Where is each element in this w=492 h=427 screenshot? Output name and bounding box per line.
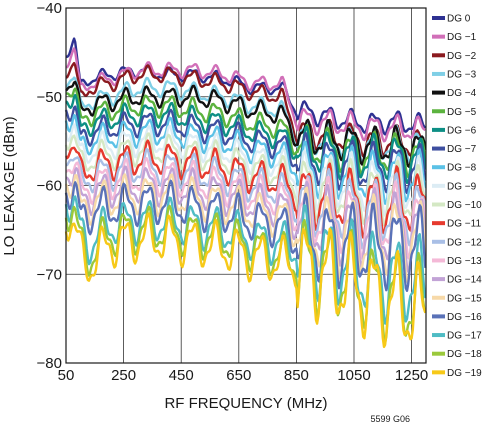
- legend-label: DG −6: [447, 125, 477, 136]
- legend-label: DG −11: [447, 219, 481, 230]
- series-line: [66, 47, 427, 143]
- figure-code: 5599 G06: [370, 414, 410, 424]
- legend-label: DG −15: [447, 293, 482, 304]
- legend-label: DG −12: [447, 237, 482, 248]
- series-line: [65, 87, 427, 179]
- legend-label: DG −3: [447, 69, 477, 80]
- x-tick-label: 50: [58, 367, 75, 384]
- y-tick-labels: −40 −50 −60 −70 −80: [37, 0, 62, 372]
- series-line: [65, 80, 427, 168]
- series-line: [64, 179, 427, 292]
- x-axis-label: RF FREQUENCY (MHz): [164, 395, 327, 412]
- series-line: [64, 173, 427, 283]
- y-tick-label: −50: [37, 89, 62, 106]
- series-lines: [64, 37, 427, 349]
- legend-label: DG −18: [447, 349, 482, 360]
- y-tick-label: −80: [37, 355, 62, 372]
- legend-label: DG −4: [447, 88, 477, 99]
- legend-label: DG −19: [447, 368, 482, 379]
- legend-label: DG −7: [447, 144, 477, 155]
- legend-label: DG 0: [447, 14, 471, 25]
- x-tick-label: 850: [284, 367, 309, 384]
- series-line: [64, 105, 427, 195]
- series-line: [64, 195, 427, 325]
- x-tick-label: 1250: [395, 367, 428, 384]
- legend-label: DG −1: [447, 32, 477, 43]
- y-tick-label: −70: [37, 266, 62, 283]
- x-tick-labels: 50 250 450 650 850 1050 1250: [58, 367, 429, 384]
- series-line: [65, 165, 427, 273]
- series-line: [65, 93, 427, 184]
- legend-label: DG −17: [447, 331, 482, 342]
- x-tick-label: 450: [169, 367, 194, 384]
- legend-label: DG −9: [447, 181, 477, 192]
- legend-label: DG −2: [447, 51, 477, 62]
- plot-frame: [65, 7, 427, 364]
- series-line: [64, 114, 427, 205]
- series-line: [65, 157, 427, 260]
- y-tick-label: −60: [37, 178, 62, 195]
- legend-label: DG −16: [447, 312, 482, 323]
- x-tick-label: 250: [111, 367, 136, 384]
- legend: DG 0 DG −1 DG −2 DG −3 DG −4 DG −5 DG −6 DG −7 D…: [432, 14, 482, 379]
- legend-label: DG −5: [447, 107, 477, 118]
- y-axis-label: LO LEAKAGE (dBm): [1, 116, 18, 255]
- x-tick-label: 1050: [337, 367, 370, 384]
- series-line: [64, 212, 427, 349]
- legend-label: DG −8: [447, 163, 477, 174]
- x-tick-label: 650: [226, 367, 251, 384]
- legend-label: DG −14: [447, 275, 482, 286]
- legend-label: DG −10: [447, 200, 482, 211]
- y-tick-label: −40: [37, 0, 62, 17]
- legend-label: DG −13: [447, 256, 482, 267]
